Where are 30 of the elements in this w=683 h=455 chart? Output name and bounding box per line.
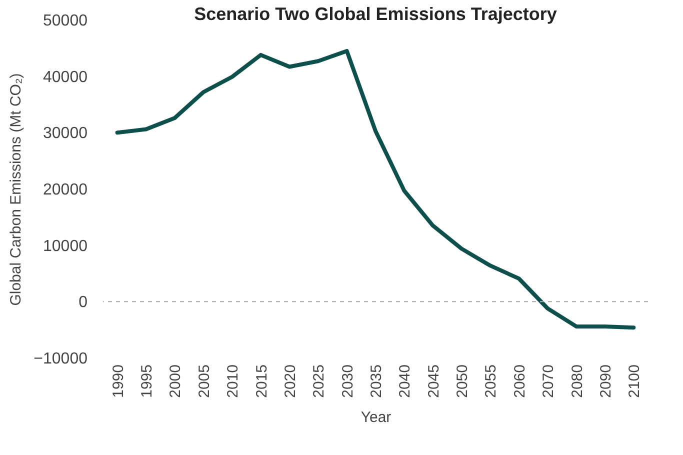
y-tick-label: 30000 xyxy=(43,125,88,142)
x-tick-label: 2050 xyxy=(454,364,472,398)
y-tick-label: 40000 xyxy=(43,68,88,86)
x-tick-label: 2045 xyxy=(425,364,442,398)
y-tick-label: 50000 xyxy=(43,12,88,30)
y-axis-title: Global Carbon Emissions (Mt CO₂) xyxy=(8,73,25,306)
x-tick-label: 2015 xyxy=(253,364,270,398)
x-tick-label: 1990 xyxy=(110,364,127,398)
x-tick-label: 2100 xyxy=(626,364,644,398)
x-tick-label: 2035 xyxy=(368,364,385,398)
x-tick-label: 2090 xyxy=(597,364,614,398)
y-tick-label: 0 xyxy=(78,294,88,312)
chart-title: Scenario Two Global Emissions Trajectory xyxy=(194,4,557,24)
x-tick-label: 1995 xyxy=(138,364,156,398)
x-tick-label: 2030 xyxy=(339,364,356,398)
x-tick-label: 2060 xyxy=(511,364,528,398)
x-tick-label: 2040 xyxy=(396,364,414,398)
line-series xyxy=(115,48,636,330)
x-tick-label: 2005 xyxy=(196,364,213,398)
x-tick-label: 2055 xyxy=(482,364,500,398)
x-tick-label: 2025 xyxy=(310,364,328,398)
x-tick-label: 2020 xyxy=(282,364,299,398)
x-tick-label: 2070 xyxy=(540,364,558,398)
x-axis-title: Year xyxy=(360,408,392,426)
x-tick-label: 2080 xyxy=(568,364,586,398)
x-tick-label: 2000 xyxy=(167,364,184,398)
y-tick-label: −10000 xyxy=(34,350,88,368)
x-tick-label: 2010 xyxy=(224,364,242,398)
y-tick-label: 10000 xyxy=(43,238,88,255)
y-tick-label: 20000 xyxy=(43,182,88,198)
